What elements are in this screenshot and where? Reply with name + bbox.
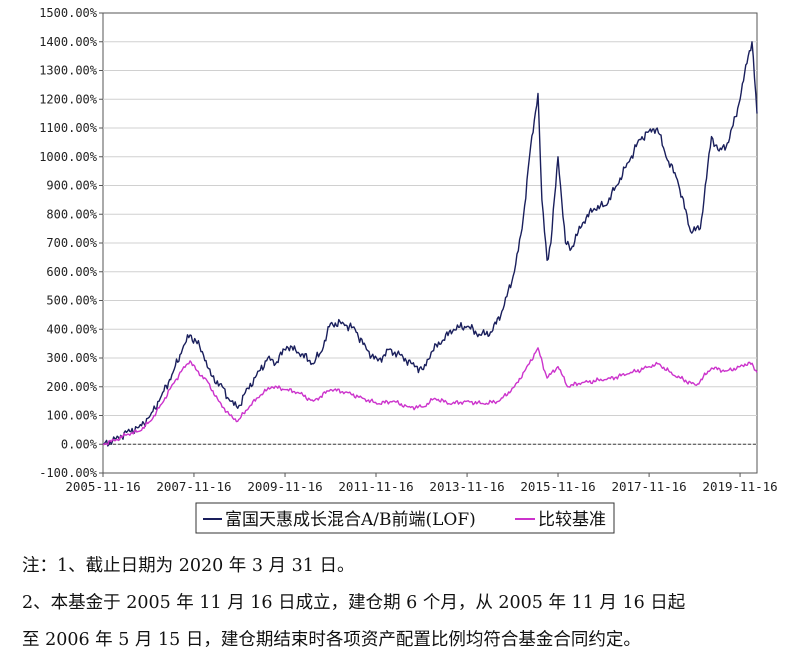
y-tick-label: 900.00% bbox=[46, 179, 97, 193]
y-tick-label: 600.00% bbox=[46, 265, 97, 279]
y-axis-ticks: -100.00% 0.00% 100.00% 200.00% 300.00% 400.00… bbox=[39, 6, 103, 480]
y-tick-label: 100.00% bbox=[46, 409, 97, 423]
y-tick-label: 700.00% bbox=[46, 236, 97, 250]
y-tick-label: 500.00% bbox=[46, 294, 97, 308]
x-tick-label: 2019-11-16 bbox=[702, 479, 777, 494]
note-line-3: 至 2006 年 5 月 15 日，建仓期结束时各项资产配置比例均符合基金合同约… bbox=[22, 630, 641, 650]
legend-box bbox=[195, 502, 615, 534]
y-tick-label: 400.00% bbox=[46, 322, 97, 336]
y-tick-label: 300.00% bbox=[46, 351, 97, 365]
footnotes: 注：1、截止日期为 2020 年 3 月 31 日。 2、本基金于 2005 年… bbox=[22, 548, 812, 659]
y-tick-label: 200.00% bbox=[46, 380, 97, 394]
y-tick-label: 1200.00% bbox=[39, 92, 98, 106]
note-line-2: 2、本基金于 2005 年 11 月 16 日成立，建仓期 6 个月，从 200… bbox=[22, 593, 686, 613]
y-tick-label: 1000.00% bbox=[39, 150, 98, 164]
legend-label-fund: 富国天惠成长混合A/B前端(LOF) bbox=[225, 510, 476, 530]
series-line-benchmark bbox=[102, 347, 758, 446]
note-line-1: 注：1、截止日期为 2020 年 3 月 31 日。 bbox=[22, 556, 355, 576]
x-tick-label: 2013-11-16 bbox=[429, 479, 504, 494]
x-axis-ticks: 2005-11-16 2007-11-16 2009-11-16 2011-11-16… bbox=[65, 473, 778, 494]
series-line-fund bbox=[102, 41, 758, 447]
y-tick-label: 1300.00% bbox=[39, 64, 98, 78]
x-tick-label: 2007-11-16 bbox=[156, 479, 231, 494]
y-tick-label: 1100.00% bbox=[39, 121, 98, 135]
legend-label-benchmark: 比较基准 bbox=[538, 510, 606, 530]
y-tick-label: 1500.00% bbox=[39, 6, 98, 20]
performance-chart: -100.00% 0.00% 100.00% 200.00% 300.00% 400.00… bbox=[39, 6, 778, 534]
y-tick-label: 800.00% bbox=[46, 207, 97, 221]
x-tick-label: 2017-11-16 bbox=[611, 479, 686, 494]
x-tick-label: 2009-11-16 bbox=[247, 479, 322, 494]
x-tick-label: 2015-11-16 bbox=[520, 479, 595, 494]
series-lines bbox=[102, 41, 758, 447]
x-tick-label: 2005-11-16 bbox=[65, 479, 140, 494]
y-tick-label: -100.00% bbox=[39, 466, 98, 480]
y-tick-label: 0.00% bbox=[61, 437, 98, 451]
y-tick-label: 1400.00% bbox=[39, 35, 98, 49]
x-tick-label: 2011-11-16 bbox=[338, 479, 413, 494]
